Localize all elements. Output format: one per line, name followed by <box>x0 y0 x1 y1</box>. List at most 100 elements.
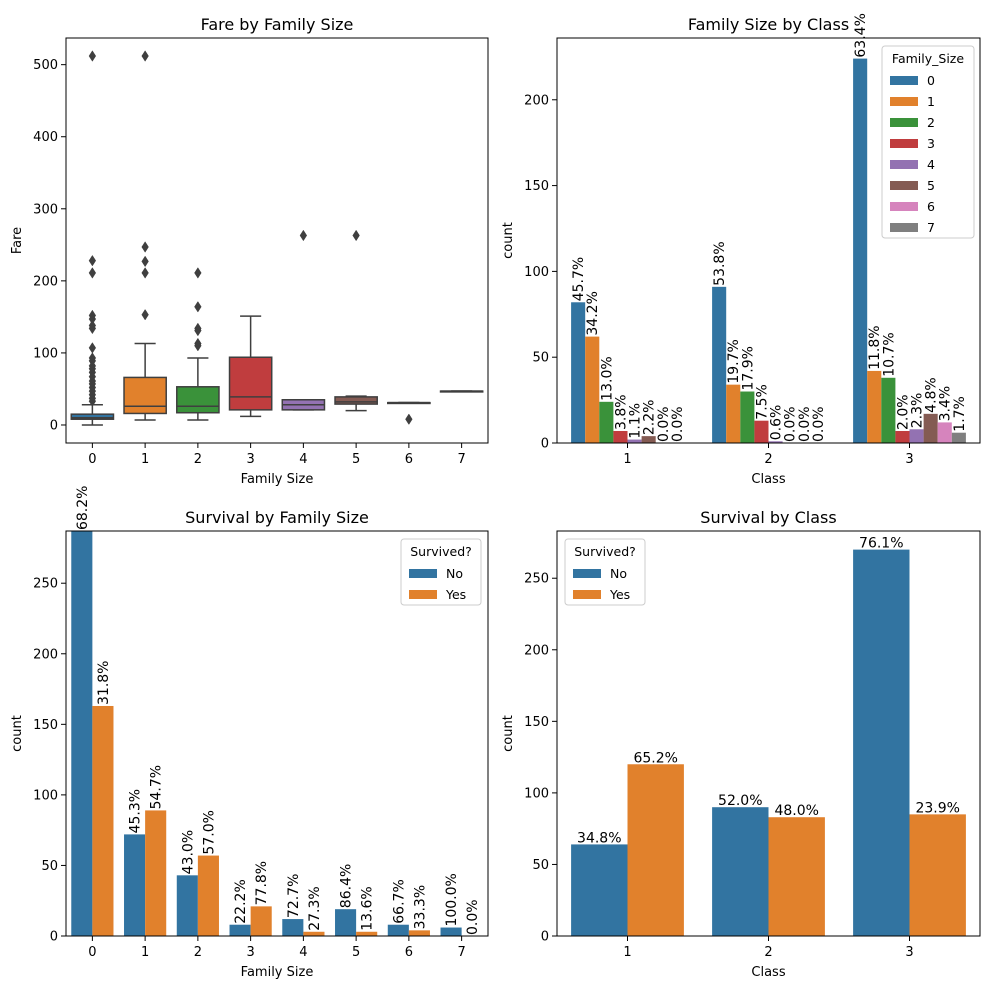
legend-title: Family_Size <box>892 51 964 66</box>
legend-entry: No <box>446 566 463 581</box>
box-group <box>387 401 431 425</box>
y-axis-label: count <box>501 222 516 259</box>
data-label: 13.6% <box>360 886 376 930</box>
x-axis-label: Class <box>751 472 785 487</box>
axes-frame <box>65 37 489 444</box>
legend-entry: 2 <box>927 115 935 130</box>
x-tick-label: 1 <box>623 945 631 960</box>
y-tick-label: 200 <box>524 643 549 658</box>
legend-swatch <box>890 139 918 148</box>
data-label: 0.6% <box>769 405 785 441</box>
outlier-point <box>88 254 97 267</box>
outlier-point <box>405 413 413 425</box>
bar <box>92 705 114 936</box>
data-label: 66.7% <box>391 879 407 923</box>
chart-title: Survival by Class <box>700 508 836 527</box>
x-tick-label: 6 <box>405 452 413 467</box>
outlier-point <box>141 255 149 268</box>
legend-swatch <box>890 118 918 127</box>
outlier-point <box>88 267 97 279</box>
data-label: 11.8% <box>867 325 883 369</box>
legend-swatch <box>890 76 918 85</box>
x-tick-label: 0 <box>88 945 96 960</box>
bar <box>726 384 741 443</box>
iqr-box <box>70 413 115 420</box>
outlier-point <box>141 267 149 279</box>
x-tick-label: 7 <box>457 452 465 467</box>
legend-entry: Yes <box>609 587 630 602</box>
chart-fare_by_family_size: 0 100 200 300 400 500 Fare by Family Size Famil… <box>10 15 489 487</box>
legend-swatch <box>890 160 918 169</box>
y-tick-label: 0 <box>50 930 58 945</box>
y-axis-label: count <box>501 715 516 752</box>
legend-entry: 5 <box>927 178 935 193</box>
y-axis-label: Fare <box>10 227 25 254</box>
data-label: 1.1% <box>628 403 644 439</box>
bar <box>881 377 896 443</box>
bar <box>627 764 684 936</box>
box-group <box>228 315 273 418</box>
data-label: 3.8% <box>613 394 629 430</box>
data-label: 2.2% <box>642 400 658 436</box>
y-tick-label: 150 <box>33 718 58 733</box>
outlier-point <box>194 301 202 313</box>
outlier-point <box>141 50 149 62</box>
box-group <box>70 50 115 426</box>
y-tick-label: 0 <box>50 418 58 433</box>
data-label: 2.3% <box>910 393 926 429</box>
x-tick-label: 5 <box>352 945 360 960</box>
data-label: 17.9% <box>740 346 756 390</box>
data-label: 1.7% <box>952 396 968 432</box>
data-label: 0.0% <box>783 406 799 442</box>
bar <box>571 844 628 936</box>
y-tick-label: 100 <box>33 346 58 361</box>
y-tick-label: 0 <box>541 930 549 945</box>
data-label: 86.4% <box>339 864 355 908</box>
bar <box>356 931 378 936</box>
chart-survival_by_class: 0 50 100 150 200 250 Survival by Class Class cou… <box>501 508 981 980</box>
y-tick-label: 100 <box>524 265 549 280</box>
outlier-point <box>88 50 97 62</box>
bar <box>895 430 910 443</box>
legend-entry: Yes <box>445 587 466 602</box>
bar <box>951 432 966 443</box>
iqr-box <box>228 356 273 411</box>
x-tick-label: 1 <box>141 452 149 467</box>
y-tick-label: 200 <box>524 93 549 108</box>
bar <box>599 401 614 443</box>
data-label: 65.2% <box>633 750 677 766</box>
x-tick-label: 2 <box>194 945 202 960</box>
bar <box>335 909 357 936</box>
y-tick-label: 50 <box>41 859 58 874</box>
x-tick-label: 2 <box>764 452 772 467</box>
bar <box>250 906 272 936</box>
bar <box>909 429 924 443</box>
data-label: 63.4% <box>853 13 869 57</box>
data-label: 45.7% <box>571 257 587 301</box>
legend-swatch <box>409 590 437 599</box>
data-label: 2.0% <box>895 394 911 430</box>
y-tick-label: 150 <box>524 179 549 194</box>
x-tick-label: 3 <box>246 945 254 960</box>
bar <box>627 439 642 443</box>
data-label: 45.3% <box>128 789 144 833</box>
y-tick-label: 100 <box>33 788 58 803</box>
bar <box>124 834 146 936</box>
data-label: 34.8% <box>577 830 621 846</box>
bar <box>867 370 882 443</box>
legend-swatch <box>573 569 601 578</box>
y-tick-label: 200 <box>33 274 58 289</box>
y-tick-label: 250 <box>33 577 58 592</box>
iqr-box <box>176 386 220 414</box>
bar <box>229 924 251 936</box>
x-tick-label: 4 <box>299 945 307 960</box>
x-axis-label: Family Size <box>241 965 314 980</box>
x-axis-label: Family Size <box>241 472 314 487</box>
bar <box>571 302 586 443</box>
bar <box>712 807 769 936</box>
data-label: 7.5% <box>754 384 770 420</box>
data-label: 4.8% <box>924 377 940 413</box>
data-label: 0.0% <box>797 406 813 442</box>
data-label: 10.7% <box>881 332 897 376</box>
